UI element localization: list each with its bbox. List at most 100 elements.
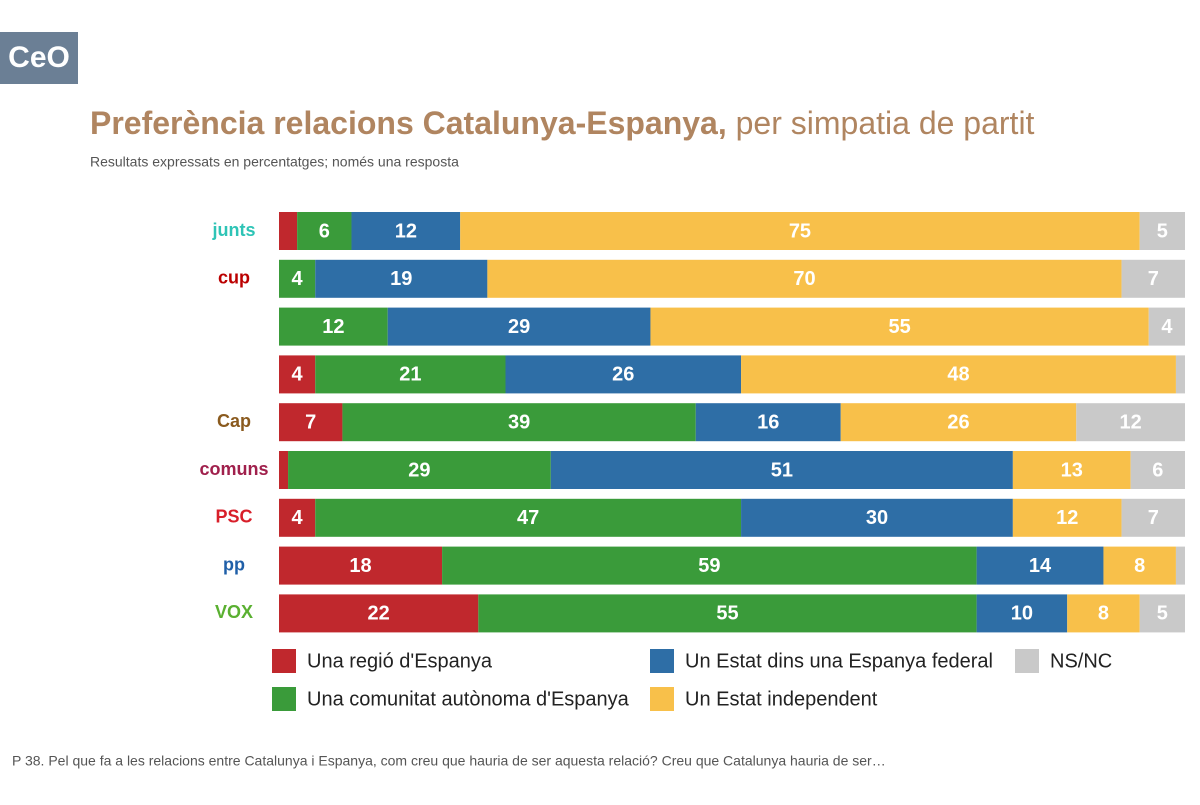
bar-segment bbox=[288, 451, 551, 489]
bar-segment bbox=[315, 498, 742, 537]
value-label: 4 bbox=[292, 364, 304, 386]
value-label: 12 bbox=[322, 316, 344, 338]
value-label: 4 bbox=[1161, 316, 1173, 338]
value-label: 6 bbox=[1152, 459, 1163, 481]
bar-segment bbox=[1175, 355, 1185, 394]
value-label: 7 bbox=[1148, 507, 1159, 529]
category-label: VOX bbox=[215, 602, 253, 622]
value-label: 19 bbox=[390, 268, 412, 290]
value-label: 59 bbox=[698, 555, 720, 577]
bar-segment bbox=[279, 451, 289, 489]
value-label: 18 bbox=[349, 555, 371, 577]
value-label: 39 bbox=[508, 411, 530, 433]
category-label: PSC bbox=[215, 507, 252, 527]
bar-segment bbox=[279, 212, 298, 250]
bar-segment bbox=[976, 594, 1068, 633]
value-label: 13 bbox=[1061, 459, 1083, 481]
category-label: cup bbox=[218, 268, 250, 288]
legend-label: Una comunitat autònoma d'Espanya bbox=[307, 688, 630, 710]
value-label: 12 bbox=[1120, 411, 1142, 433]
bar-segment bbox=[1139, 594, 1185, 633]
legend-swatch bbox=[650, 649, 674, 673]
bar-segment bbox=[695, 403, 841, 442]
category-label: pp bbox=[223, 554, 245, 574]
category-label: junts bbox=[212, 220, 256, 240]
value-label: 4 bbox=[292, 268, 304, 290]
bar-segment bbox=[741, 498, 1013, 537]
value-label: 55 bbox=[716, 603, 738, 625]
value-label: 26 bbox=[947, 411, 969, 433]
value-label: 12 bbox=[395, 220, 417, 242]
value-label: 6 bbox=[319, 220, 330, 242]
category-label: comuns bbox=[199, 459, 268, 479]
value-label: 30 bbox=[866, 507, 888, 529]
footnote: P 38. Pel que fa a les relacions entre C… bbox=[12, 753, 886, 769]
legend-swatch bbox=[272, 687, 296, 711]
legend-label: Un Estat dins una Espanya federal bbox=[685, 650, 993, 672]
value-label: 22 bbox=[368, 603, 390, 625]
bar-segment bbox=[342, 403, 696, 442]
bar-segment bbox=[1012, 451, 1131, 489]
bar-segment bbox=[315, 259, 488, 298]
bar-segment bbox=[840, 403, 1077, 442]
bar-segment bbox=[550, 451, 1013, 489]
value-label: 48 bbox=[947, 364, 969, 386]
bar-segment bbox=[487, 259, 1122, 298]
title-main: Preferència relacions Catalunya-Espanya, bbox=[90, 105, 727, 141]
value-label: 21 bbox=[399, 364, 421, 386]
value-label: 55 bbox=[888, 316, 910, 338]
value-label: 4 bbox=[292, 507, 304, 529]
bar-segment bbox=[279, 594, 479, 633]
bar-segment bbox=[279, 307, 388, 346]
bar-segment bbox=[297, 212, 352, 250]
bar-segment bbox=[279, 546, 443, 585]
value-label: 14 bbox=[1029, 555, 1052, 577]
value-label: 5 bbox=[1157, 220, 1168, 242]
value-label: 8 bbox=[1098, 603, 1109, 625]
value-label: 70 bbox=[793, 268, 815, 290]
value-label: 16 bbox=[757, 411, 779, 433]
bar-segment bbox=[460, 212, 1140, 250]
title-suffix: per simpatia de partit bbox=[736, 105, 1035, 141]
bar-segment bbox=[505, 355, 742, 394]
bar-segment bbox=[1139, 212, 1185, 250]
bar-segment bbox=[442, 546, 977, 585]
value-label: 29 bbox=[408, 459, 430, 481]
bar-segment bbox=[279, 403, 343, 442]
chart-title: Preferència relacions Catalunya-Espanya,… bbox=[90, 105, 1035, 141]
value-label: 8 bbox=[1134, 555, 1145, 577]
bar-segment bbox=[1103, 546, 1176, 585]
bar-segment bbox=[387, 307, 651, 346]
bar-segment bbox=[741, 355, 1176, 394]
legend-swatch bbox=[650, 687, 674, 711]
bar-segment bbox=[1130, 451, 1185, 489]
value-label: 26 bbox=[612, 364, 634, 386]
bar-segment bbox=[976, 546, 1104, 585]
value-label: 10 bbox=[1011, 603, 1033, 625]
value-label: 12 bbox=[1056, 507, 1078, 529]
bar-segment bbox=[1175, 546, 1185, 585]
value-label: 47 bbox=[517, 507, 539, 529]
value-label: 5 bbox=[1157, 603, 1168, 625]
value-label: 7 bbox=[1148, 268, 1159, 290]
legend-swatch bbox=[1015, 649, 1039, 673]
bar-segment bbox=[279, 498, 316, 537]
bar-segment bbox=[1076, 403, 1185, 442]
logo-box bbox=[0, 32, 78, 84]
category-label: Cap bbox=[217, 411, 251, 431]
bar-segment bbox=[1121, 498, 1185, 537]
bar-segment bbox=[478, 594, 977, 633]
value-label: 51 bbox=[771, 459, 793, 481]
bar-segment bbox=[1067, 594, 1140, 633]
legend-label: Una regió d'Espanya bbox=[307, 650, 493, 672]
legend-label: Un Estat independent bbox=[685, 688, 878, 710]
legend-label: NS/NC bbox=[1050, 650, 1112, 672]
value-label: 29 bbox=[508, 316, 530, 338]
bar-segment bbox=[351, 212, 461, 250]
bar-segment bbox=[315, 355, 506, 394]
legend-swatch bbox=[272, 649, 296, 673]
bar-segment bbox=[1121, 259, 1185, 298]
bar-segment bbox=[1148, 307, 1185, 346]
bar-segment bbox=[279, 355, 316, 394]
